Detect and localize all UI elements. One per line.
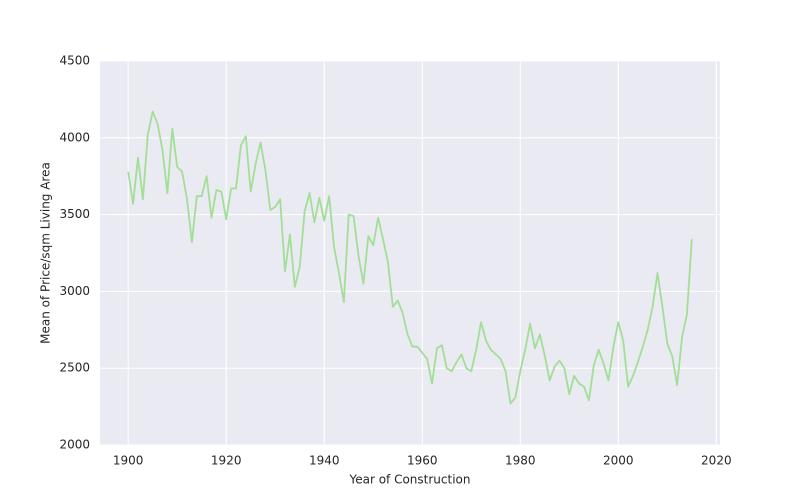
x-tick-label: 1940	[309, 454, 340, 468]
x-tick-label: 1960	[407, 454, 438, 468]
y-tick-label: 4500	[59, 54, 90, 68]
y-tick-label: 3500	[59, 207, 90, 221]
grid	[100, 60, 720, 446]
plot-area	[100, 61, 720, 445]
x-tick-label: 1900	[113, 454, 144, 468]
y-tick-label: 4000	[59, 130, 90, 144]
y-tick-label: 3000	[59, 284, 90, 298]
line	[127, 110, 693, 405]
y-tick-label: 2000	[59, 438, 90, 452]
x-axis-label: Year of Construction	[348, 473, 470, 487]
x-tick-label: 2020	[701, 454, 732, 468]
marks	[127, 110, 693, 405]
y-tick-label: 2500	[59, 361, 90, 375]
x-tick-label: 2000	[603, 454, 634, 468]
y-axis-label: Mean of Price/sqm Living Area	[39, 162, 53, 344]
x-tick-label: 1920	[211, 454, 242, 468]
x-tick-label: 1980	[505, 454, 536, 468]
